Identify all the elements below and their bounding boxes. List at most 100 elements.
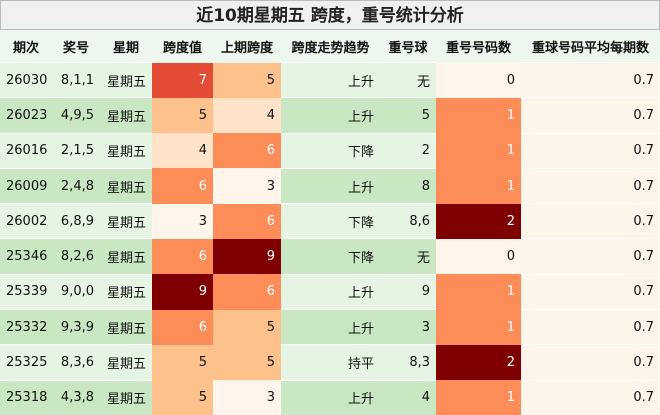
cell: 2,1,5 [52,132,100,169]
title: 近10期星期五 跨度，重号统计分析 [0,0,660,30]
cell: 无 [380,61,436,98]
cell: 0.7 [521,61,660,98]
cell: 0.7 [521,379,660,415]
cell: 0.7 [521,238,660,275]
cell: 26002 [0,203,52,239]
cell: 星期五 [100,97,152,134]
header-row: 期次 奖号 星期 跨度值 上期跨度 跨度走势趋势 重号球 重号号码数 重球号码平均每期数 [0,30,660,63]
cell: 9 [152,274,213,310]
cell: 星期五 [100,61,152,98]
cell: 6 [213,274,281,310]
cell: 2 [436,344,521,381]
cell: 8,6 [380,203,436,239]
cell: 8,2,6 [52,238,100,275]
cell: 星期五 [100,238,152,275]
cell: 6 [213,133,281,169]
cell: 2 [436,203,521,239]
cell: 8,3 [380,344,436,381]
cell: 0 [436,238,521,275]
cell: 4 [213,97,281,134]
cell: 2 [380,132,436,169]
cell: 4,9,5 [52,97,100,134]
cell: 星期五 [100,167,152,204]
cell: 5 [213,309,281,345]
cell: 1 [436,133,521,169]
cell: 无 [380,238,436,275]
cell: 2,4,8 [52,167,100,204]
cell: 9,0,0 [52,273,100,310]
cell: 9 [380,273,436,310]
cell: 3 [380,309,436,345]
cell: 26023 [0,97,52,134]
cell: 5 [152,97,213,134]
cell: 0.7 [521,132,660,169]
cell: 25325 [0,344,52,381]
cell: 4 [152,133,213,169]
table-row: 25325 8,3,6 星期五 5 5 持平 8,3 2 0.7 [0,344,660,381]
cell: 4 [380,379,436,415]
cell: 4,3,8 [52,379,100,415]
cell: 星期五 [100,273,152,310]
cell: 25339 [0,273,52,310]
cell: 持平 [281,344,380,381]
cell: 上升 [281,167,380,204]
table-row: 26030 8,1,1 星期五 7 5 上升无 0 0.7 [0,61,660,98]
cell: 上升 [281,61,380,98]
cell: 上升 [281,309,380,345]
cell: 0.7 [521,167,660,204]
cell: 5 [213,62,281,98]
cell: 6 [213,203,281,239]
cell: 9,3,9 [52,309,100,345]
table-row: 25318 4,3,8 星期五 5 3 上升 4 1 0.7 [0,379,660,415]
table-row: 25332 9,3,9 星期五 6 5 上升 3 1 0.7 [0,309,660,345]
cell: 26030 [0,61,52,98]
cell: 0.7 [521,344,660,381]
cell: 1 [436,168,521,204]
cell: 25318 [0,379,52,415]
cell: 0 [436,62,521,98]
cell: 6 [152,168,213,204]
column-header: 星期 [100,30,152,63]
cell: 25346 [0,238,52,275]
cell: 0.7 [521,203,660,239]
cell: 26009 [0,167,52,204]
cell: 星期五 [100,379,152,415]
cell: 3 [152,203,213,239]
column-header: 跨度走势趋势 [281,30,380,63]
cell: 9 [213,238,281,275]
cell: 星期五 [100,309,152,345]
cell: 上升 [281,273,380,310]
column-header: 奖号 [52,30,100,63]
column-header: 重号号码数 [436,30,521,63]
cell: 26016 [0,132,52,169]
table-row: 25339 9,0,0 星期五 9 6 上升 9 1 0.7 [0,273,660,310]
column-header: 跨度值 [152,30,213,63]
table-row: 26016 2,1,5 星期五 4 6 下降 2 1 0.7 [0,132,660,169]
cell: 5 [152,380,213,415]
cell: 下降 [281,238,380,275]
table-row: 26023 4,9,5 星期五 5 4 上升 5 1 0.7 [0,97,660,134]
column-header: 重号球 [380,30,436,63]
cell: 上升 [281,97,380,134]
cell: 7 [152,62,213,98]
cell: 1 [436,309,521,345]
cell: 6 [152,309,213,345]
column-header: 期次 [0,30,52,63]
cell: 1 [436,274,521,310]
cell: 5 [213,344,281,381]
cell: 星期五 [100,203,152,239]
cell: 6 [152,238,213,275]
cell: 0.7 [521,309,660,345]
cell: 8,1,1 [52,61,100,98]
cell: 下降 [281,132,380,169]
table-row: 25346 8,2,6 星期五 6 9 下降无 0 0.7 [0,238,660,275]
cell: 星期五 [100,132,152,169]
cell: 5 [152,344,213,381]
cell: 1 [436,97,521,134]
cell: 0.7 [521,273,660,310]
cell: 上升 [281,379,380,415]
cell: 8,3,6 [52,344,100,381]
stats-table: 期次 奖号 星期 跨度值 上期跨度 跨度走势趋势 重号球 重号号码数 重球号码平均每期数 260… [0,30,660,415]
column-header: 重球号码平均每期数 [521,30,660,63]
